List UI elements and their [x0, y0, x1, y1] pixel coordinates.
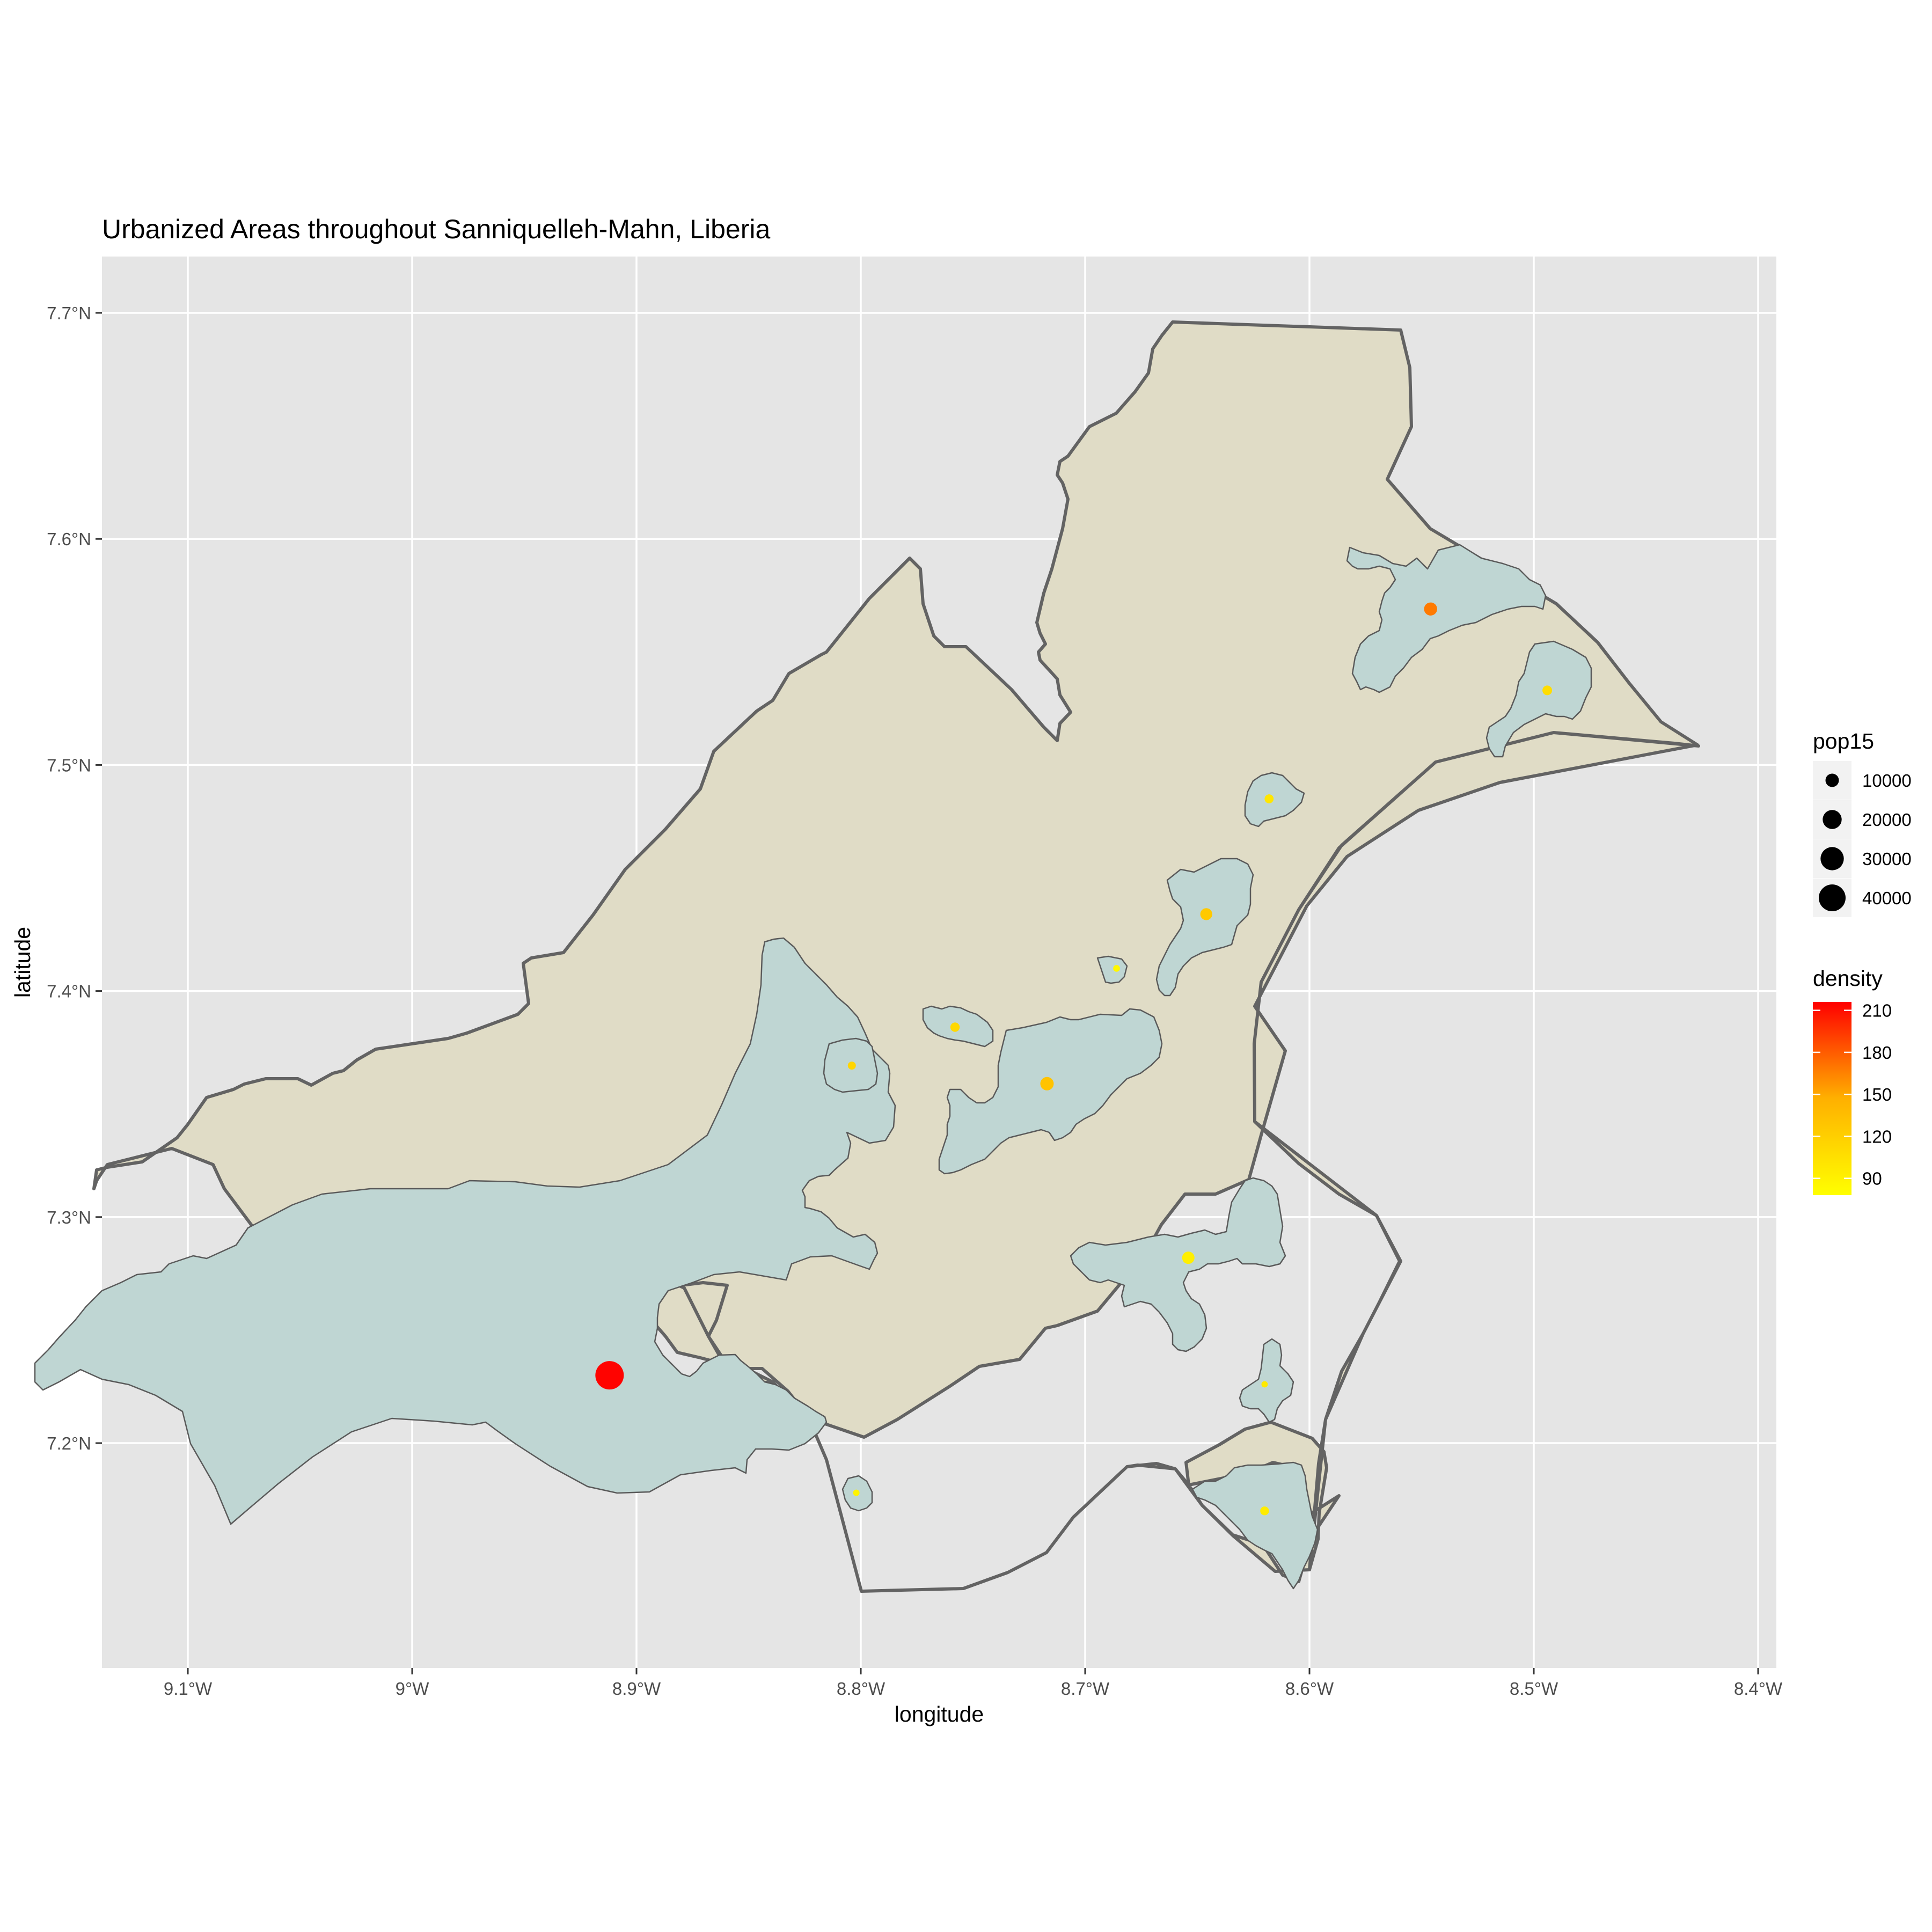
urban-area-ne2	[1485, 640, 1592, 758]
legend-size-label: 10000	[1862, 771, 1912, 791]
urban-area-sanniquellie	[34, 937, 896, 1525]
legend-color-label: 150	[1862, 1085, 1892, 1104]
population-point	[950, 1022, 960, 1032]
y-tick-label: 7.7°N	[47, 303, 91, 323]
legend-color-label: 90	[1862, 1169, 1882, 1189]
legend-size: pop15 10000 20000 30000 40000	[1813, 729, 1912, 917]
points-layer	[595, 602, 1553, 1516]
legend-color-label: 210	[1862, 1001, 1892, 1021]
legend-size-label: 20000	[1862, 810, 1912, 830]
population-point	[1113, 965, 1120, 972]
population-point	[1260, 1506, 1269, 1516]
population-point	[1200, 908, 1212, 920]
legend-color-label: 180	[1862, 1043, 1892, 1063]
y-axis: 7.2°N 7.3°N 7.4°N 7.5°N 7.6°N 7.7°N	[47, 303, 102, 1453]
x-tick-label: 8.8°W	[837, 1679, 885, 1699]
urban-area-s4	[1191, 1461, 1319, 1590]
x-tick-label: 9°W	[396, 1679, 430, 1699]
x-tick-label: 8.6°W	[1285, 1679, 1334, 1699]
urban-area-ne1	[1346, 544, 1547, 693]
x-axis-title: longitude	[895, 1702, 984, 1726]
x-axis: 9.1°W 9°W 8.9°W 8.8°W 8.7°W 8.6°W 8.5°W 8.4°W	[164, 1668, 1783, 1699]
legend-size-title: pop15	[1813, 729, 1874, 753]
population-point	[853, 1489, 860, 1496]
y-tick-label: 7.3°N	[47, 1208, 91, 1227]
legend-size-key	[1820, 847, 1844, 870]
population-point	[1542, 685, 1553, 696]
legend-size-label: 30000	[1862, 849, 1912, 869]
y-tick-label: 7.5°N	[47, 755, 91, 775]
urban-area-c4	[938, 1008, 1163, 1175]
y-tick-label: 7.4°N	[47, 982, 91, 1001]
population-point	[1264, 794, 1274, 803]
x-tick-label: 8.4°W	[1734, 1679, 1783, 1699]
x-tick-label: 8.5°W	[1510, 1679, 1558, 1699]
urban-area-n1	[1244, 772, 1305, 828]
population-point	[1040, 1077, 1054, 1091]
legend-color: density 210 180 150 120 90	[1813, 966, 1892, 1195]
y-tick-label: 7.6°N	[47, 529, 91, 549]
population-point	[1424, 602, 1437, 616]
legend-size-key	[1823, 810, 1842, 829]
population-point	[595, 1361, 624, 1390]
x-tick-label: 8.7°W	[1061, 1679, 1110, 1699]
urban-area-c1	[1096, 955, 1128, 984]
urban-area-s2	[1239, 1338, 1294, 1423]
x-tick-label: 9.1°W	[164, 1679, 213, 1699]
y-axis-title: latitude	[10, 927, 35, 998]
map-layer	[34, 320, 1700, 1593]
legend-color-title: density	[1813, 966, 1883, 991]
legend-color-label: 120	[1862, 1126, 1892, 1146]
urban-area-n2	[1155, 858, 1254, 997]
y-tick-label: 7.2°N	[47, 1433, 91, 1453]
population-point	[1261, 1381, 1268, 1388]
legend-size-label: 40000	[1862, 888, 1912, 908]
x-tick-label: 8.9°W	[612, 1679, 661, 1699]
chart-title: Urbanized Areas throughout Sanniquelleh-…	[102, 214, 770, 244]
legend-size-key	[1819, 884, 1846, 911]
urban-area-s1	[1070, 1177, 1286, 1352]
population-point	[847, 1062, 856, 1070]
population-point	[1182, 1252, 1195, 1264]
density-colorbar	[1813, 1002, 1851, 1195]
legend-size-key	[1825, 773, 1839, 787]
district-boundary	[92, 320, 1700, 1593]
